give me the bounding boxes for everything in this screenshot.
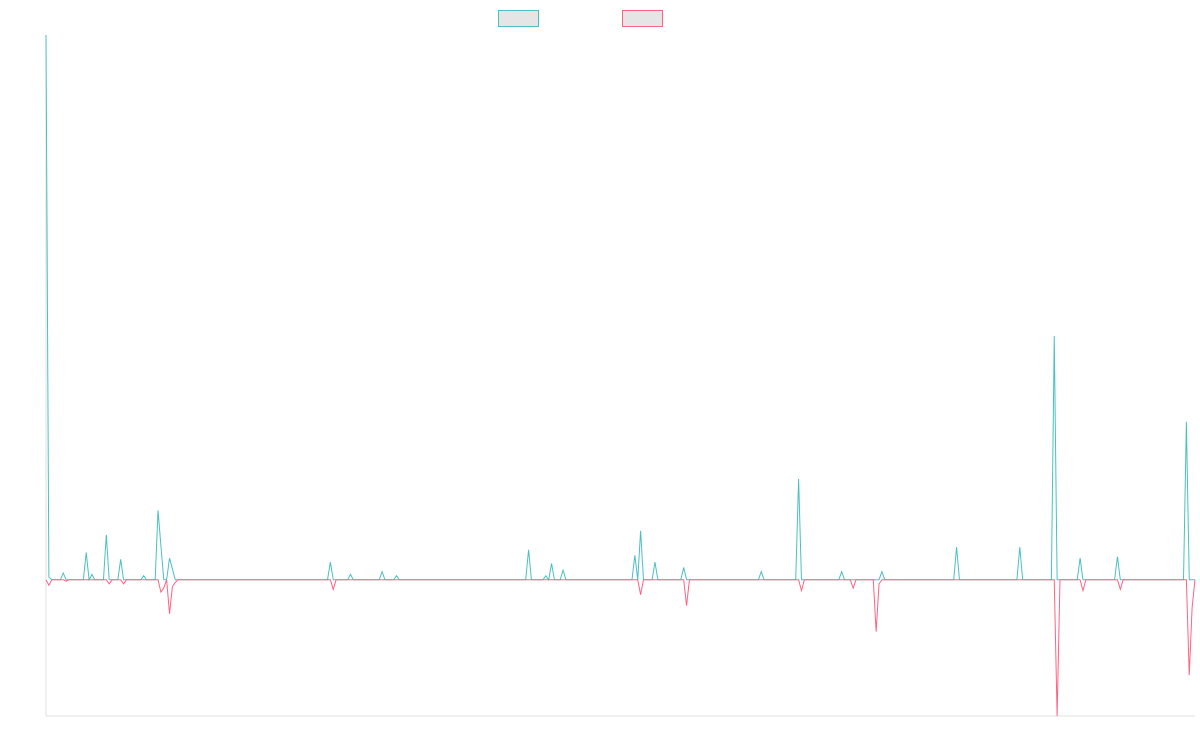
series-layer bbox=[45, 34, 1196, 717]
legend bbox=[498, 10, 663, 27]
legend-swatch-1[interactable] bbox=[498, 10, 539, 27]
legend-item-2[interactable] bbox=[622, 10, 663, 27]
axes bbox=[45, 35, 1195, 717]
series-line-2 bbox=[45, 579, 1196, 717]
legend-item-1[interactable] bbox=[498, 10, 539, 27]
series-line-1 bbox=[45, 34, 1195, 582]
legend-swatch-2[interactable] bbox=[622, 10, 663, 27]
